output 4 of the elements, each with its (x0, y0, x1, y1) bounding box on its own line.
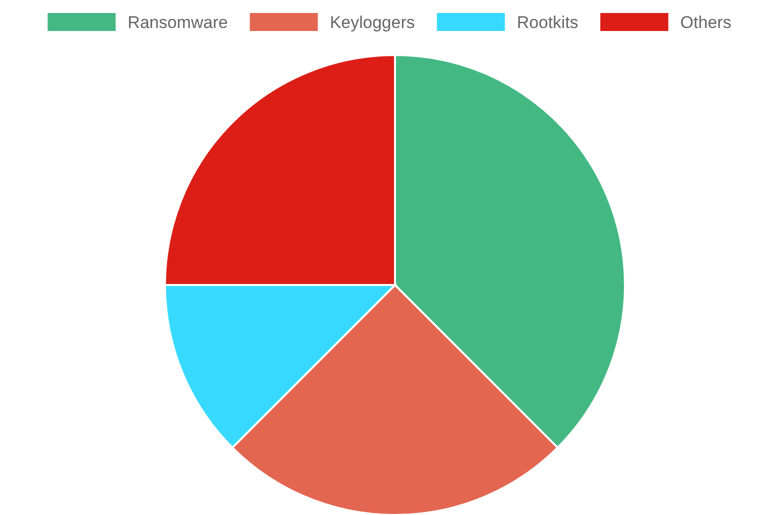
legend-label: Keyloggers (330, 13, 415, 32)
legend-label: Ransomware (128, 13, 228, 32)
legend-label: Rootkits (516, 13, 578, 32)
legend-label: Others (680, 13, 732, 32)
